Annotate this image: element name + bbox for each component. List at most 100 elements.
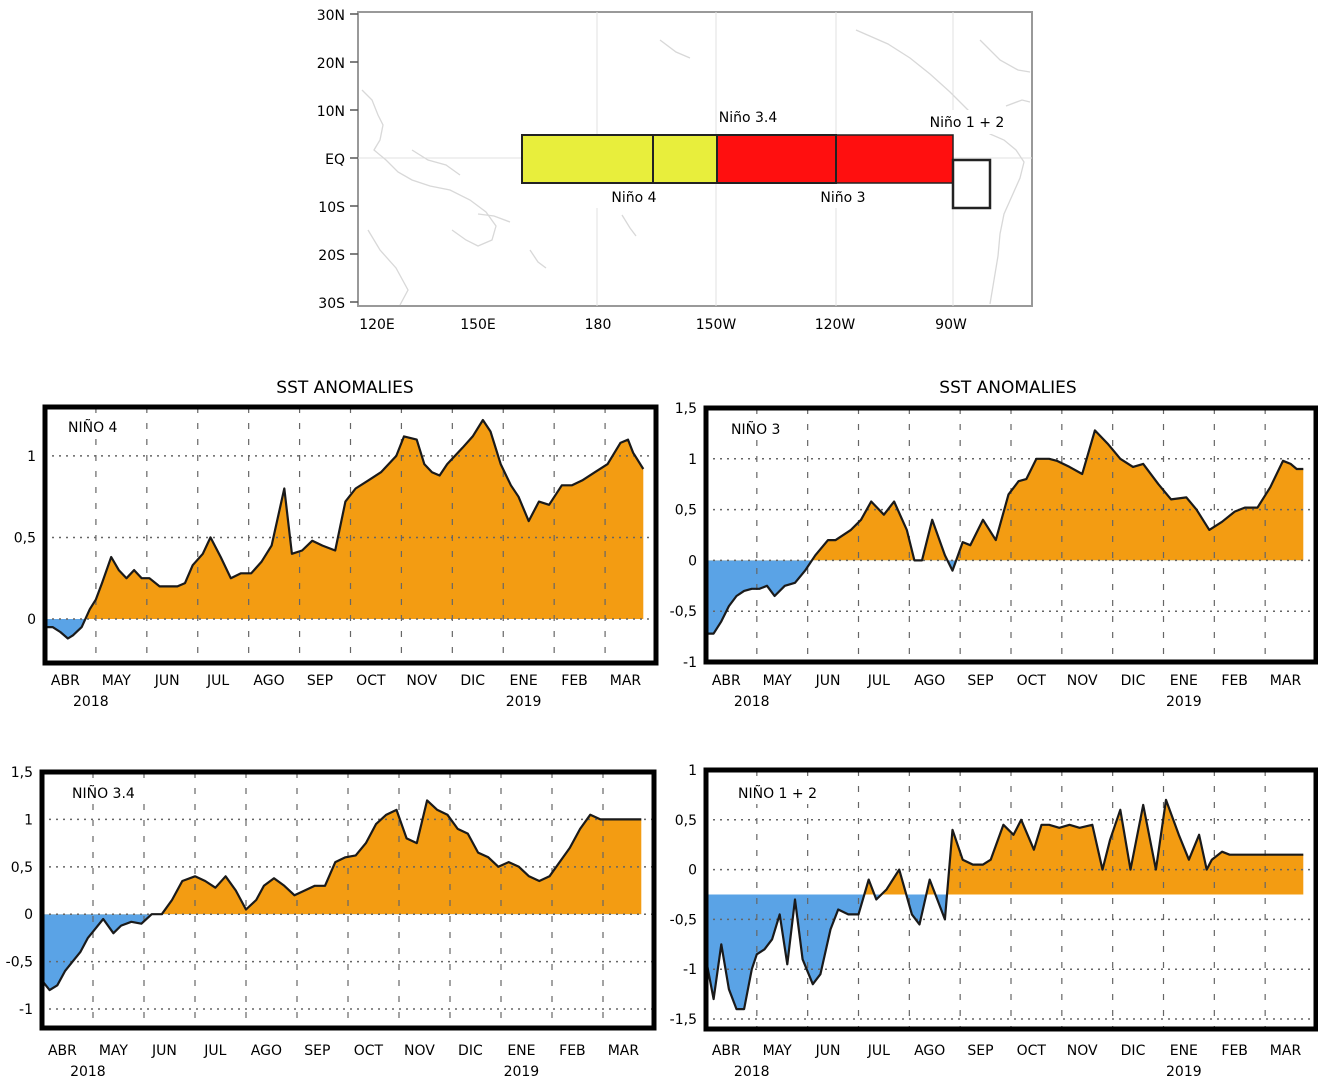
nino34-anomaly-chart: NIÑO 3.4 -1 -0,5 0 0,5 1 1,5 ABR MAY JUN JUL AGO SEP…: [6, 765, 657, 1080]
x-tick-label: MAR: [610, 673, 642, 689]
y-tick-label: -0,5: [670, 604, 697, 620]
y-tick-label: -1: [19, 1002, 33, 1018]
negative-anomaly-area: [706, 560, 957, 634]
y-tick-label: 0,5: [14, 530, 36, 546]
nino4-anomaly-chart: NIÑO 4 0 0,5 1 ABR MAY JUN JUL AGO SEP OCT NOV DIC EN…: [14, 404, 659, 710]
y-tick-label: 1: [688, 452, 697, 468]
x-tick-label: ENE: [507, 1043, 535, 1059]
lat-label: 20S: [318, 248, 345, 264]
x-tick-label: AGO: [253, 673, 284, 689]
y-tick-label: 0: [688, 553, 697, 569]
chart-frame: [703, 405, 1318, 665]
x-tick-label: OCT: [1017, 673, 1047, 689]
lat-label: 10S: [318, 200, 345, 216]
lat-label: 30S: [318, 296, 345, 312]
x-tick-label: FEB: [559, 1043, 586, 1059]
lat-label: 20N: [317, 56, 345, 72]
negative-area-group: [42, 914, 152, 991]
series-label: NIÑO 1 + 2: [738, 785, 817, 802]
x-tick-label: MAY: [102, 673, 132, 689]
lon-label: 90W: [935, 317, 967, 333]
x-tick-label: JUL: [867, 1043, 890, 1059]
x-tick-label: DIC: [458, 1043, 483, 1059]
lat-label: 30N: [317, 8, 345, 24]
x-tick-label: FEB: [561, 673, 588, 689]
x-tick-label: FEB: [1221, 1043, 1248, 1059]
lat-label: EQ: [325, 152, 345, 168]
y-tick-label: 1,5: [675, 401, 697, 417]
x-tick-label: AGO: [251, 1043, 282, 1059]
year-label: 2019: [506, 694, 542, 710]
series-label-bg: [725, 418, 793, 440]
year-label: 2019: [1166, 1064, 1202, 1080]
nino3-label: Niño 3: [820, 190, 865, 206]
positive-anomaly-area: [706, 799, 1304, 895]
x-tick-label: ENE: [1170, 1043, 1198, 1059]
x-tick-label: JUN: [151, 1043, 177, 1059]
y-tick-label: -1: [683, 962, 697, 978]
nino34-east-region: [717, 135, 836, 183]
x-tick-label: MAR: [1270, 673, 1302, 689]
x-tick-label: JUL: [867, 673, 890, 689]
x-tick-label: SEP: [307, 673, 333, 689]
series-label: NIÑO 4: [68, 419, 118, 436]
series-label: NIÑO 3: [731, 421, 780, 438]
x-tick-label: MAY: [763, 1043, 793, 1059]
x-tick-label: JUN: [815, 1043, 841, 1059]
x-tick-label: MAR: [1270, 1043, 1302, 1059]
x-tick-label: JUL: [206, 673, 229, 689]
chart-frame: [39, 769, 657, 1031]
nino-regions-map: Niño 3.4 Niño 4 Niño 3 Niño 1 + 2 30N 20…: [317, 8, 1033, 333]
latitude-ticks: [350, 13, 358, 303]
nino12-label: Niño 1 + 2: [930, 115, 1005, 131]
year-label: 2018: [734, 694, 770, 710]
nino4-region: [522, 135, 653, 183]
y-tick-label: -1: [683, 655, 697, 671]
anomaly-line: [706, 798, 1304, 1011]
x-tick-label: ENE: [510, 673, 538, 689]
latitude-labels: 30N 20N 10N EQ 10S 20S 30S: [317, 8, 345, 312]
x-tick-label: OCT: [354, 1043, 384, 1059]
y-tick-label: 0,5: [11, 860, 33, 876]
x-tick-label: DIC: [1121, 673, 1146, 689]
x-tick-label: NOV: [406, 673, 437, 689]
positive-anomaly-area: [42, 800, 642, 915]
y-tick-label: 0: [27, 612, 36, 628]
longitude-labels: 120E 150E 180 150W 120W 90W: [359, 317, 967, 333]
x-tick-label: ABR: [51, 673, 80, 689]
coastlines: [361, 29, 1031, 306]
anomaly-line: [706, 429, 1304, 635]
x-tick-label: AGO: [914, 673, 945, 689]
area-group: [706, 799, 1304, 1010]
nino12-region: [951, 158, 992, 210]
section-title-left: SST ANOMALIES: [276, 378, 413, 398]
x-tick-label: ABR: [712, 1043, 741, 1059]
y-tick-label: 0: [24, 907, 33, 923]
y-tick-label: 0,5: [675, 813, 697, 829]
x-tick-label: ABR: [712, 673, 741, 689]
lon-label: 120W: [815, 317, 856, 333]
year-label: 2018: [73, 694, 109, 710]
lon-label: 120E: [359, 317, 395, 333]
area-group: [42, 800, 642, 991]
x-tick-label: DIC: [1121, 1043, 1146, 1059]
anomaly-line: [42, 799, 642, 992]
series-label-bg: [66, 782, 152, 804]
negative-anomaly-area: [42, 914, 152, 991]
lat-label: 10N: [317, 104, 345, 120]
x-tick-label: JUN: [815, 673, 841, 689]
year-label: 2018: [734, 1064, 770, 1080]
positive-area-group: [42, 800, 642, 915]
negative-anomaly-area: [706, 894, 948, 1010]
nino3-region: [836, 135, 953, 183]
x-tick-label: MAY: [763, 673, 793, 689]
nino3-label-bg: [797, 184, 889, 208]
x-tick-label: JUN: [154, 673, 180, 689]
x-tick-label: NOV: [404, 1043, 435, 1059]
x-tick-label: DIC: [460, 673, 485, 689]
series-label-bg: [62, 416, 130, 438]
x-tick-label: MAR: [608, 1043, 640, 1059]
lon-label: 150W: [696, 317, 737, 333]
series-label-bg: [732, 782, 836, 804]
